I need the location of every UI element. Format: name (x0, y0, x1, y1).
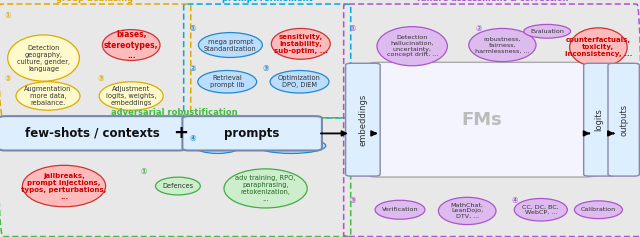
Ellipse shape (271, 28, 330, 59)
Text: Adjustment
logits, weights,
embeddings: Adjustment logits, weights, embeddings (106, 86, 156, 106)
Ellipse shape (16, 82, 80, 110)
FancyBboxPatch shape (608, 63, 639, 176)
Text: biases,
stereotypes,
...: biases, stereotypes, ... (104, 30, 159, 60)
Ellipse shape (575, 201, 623, 219)
Ellipse shape (257, 138, 326, 154)
Text: counterfactuals,
toxicity,
inconsistency, ...: counterfactuals, toxicity, inconsistency… (564, 37, 632, 57)
Ellipse shape (515, 199, 567, 221)
Text: +: + (173, 124, 188, 142)
Text: ④: ④ (512, 196, 518, 205)
Text: prompt refinement: prompt refinement (222, 0, 312, 3)
Text: Detection
hallucination,
uncertainty,
concept drift, ...: Detection hallucination, uncertainty, co… (387, 35, 438, 57)
Text: prompts: prompts (225, 127, 280, 140)
Text: logits: logits (595, 108, 604, 131)
Text: ①: ① (190, 24, 196, 33)
Text: CC, DC, BC,
WebCP, ...: CC, DC, BC, WebCP, ... (522, 204, 559, 215)
FancyBboxPatch shape (369, 62, 594, 177)
FancyBboxPatch shape (0, 116, 186, 150)
Ellipse shape (8, 35, 79, 81)
Text: adversarial robustification: adversarial robustification (111, 108, 237, 117)
Text: ③: ③ (350, 196, 356, 205)
FancyBboxPatch shape (182, 116, 322, 150)
Ellipse shape (570, 28, 627, 67)
Text: mega prompt
Standardization: mega prompt Standardization (204, 39, 257, 51)
Ellipse shape (22, 165, 106, 207)
Text: CoT, ToT, GoT, ...: CoT, ToT, GoT, ... (264, 143, 318, 148)
Text: ②: ② (190, 64, 196, 73)
Ellipse shape (102, 30, 160, 60)
Ellipse shape (195, 138, 241, 154)
Text: ①: ① (350, 24, 356, 33)
Text: sensitivity,
instability,
sub-optim, ...: sensitivity, instability, sub-optim, ... (274, 34, 328, 54)
Text: ④: ④ (190, 134, 196, 143)
FancyBboxPatch shape (584, 63, 614, 176)
Text: Stepifying: Stepifying (202, 143, 234, 148)
Ellipse shape (377, 27, 447, 66)
Text: Evaluation: Evaluation (531, 29, 564, 34)
Text: Optimization
DPO, DiEM: Optimization DPO, DiEM (278, 75, 321, 88)
Ellipse shape (198, 33, 262, 58)
Ellipse shape (270, 71, 329, 93)
Text: Detection
geography,
culture, gender,
language: Detection geography, culture, gender, la… (17, 45, 70, 72)
Text: jailbreaks,
prompt injections,
typos, perturbations,
...: jailbreaks, prompt injections, typos, pe… (21, 173, 107, 200)
Text: robustness,
fairness,
harmlessness, ...: robustness, fairness, harmlessness, ... (476, 37, 529, 53)
Text: adv training, RPO,
paraphrasing,
retokenization,
...: adv training, RPO, paraphrasing, retoken… (236, 175, 296, 202)
Text: ①: ① (4, 11, 11, 20)
Text: Defences: Defences (163, 183, 193, 189)
Text: group debiasing: group debiasing (56, 0, 133, 3)
Text: embeddings: embeddings (358, 94, 367, 146)
Text: Augmentation
more data,
rebalance.: Augmentation more data, rebalance. (24, 86, 72, 106)
Text: ②: ② (4, 74, 11, 83)
Text: outputs: outputs (619, 104, 628, 136)
Text: ③: ③ (98, 74, 104, 83)
Ellipse shape (375, 200, 425, 219)
Text: FMs: FMs (461, 111, 502, 129)
Ellipse shape (224, 169, 307, 208)
Ellipse shape (468, 28, 536, 62)
Text: MathChat,
LeanDojo,
DTV, ...: MathChat, LeanDojo, DTV, ... (451, 203, 484, 219)
FancyBboxPatch shape (346, 63, 380, 176)
Ellipse shape (198, 71, 257, 93)
Text: ③: ③ (262, 64, 269, 73)
Text: few-shots / contexts: few-shots / contexts (25, 127, 159, 140)
Ellipse shape (99, 82, 163, 110)
Text: ①: ① (141, 167, 147, 176)
Ellipse shape (438, 197, 496, 225)
Text: Verification: Verification (381, 207, 419, 212)
Ellipse shape (524, 24, 571, 38)
Text: failure assessment & correction: failure assessment & correction (417, 0, 568, 3)
Ellipse shape (156, 177, 200, 195)
Text: Calibration: Calibration (580, 207, 616, 212)
Text: ②: ② (476, 24, 482, 33)
Text: Retrieval
prompt lib: Retrieval prompt lib (210, 75, 244, 88)
